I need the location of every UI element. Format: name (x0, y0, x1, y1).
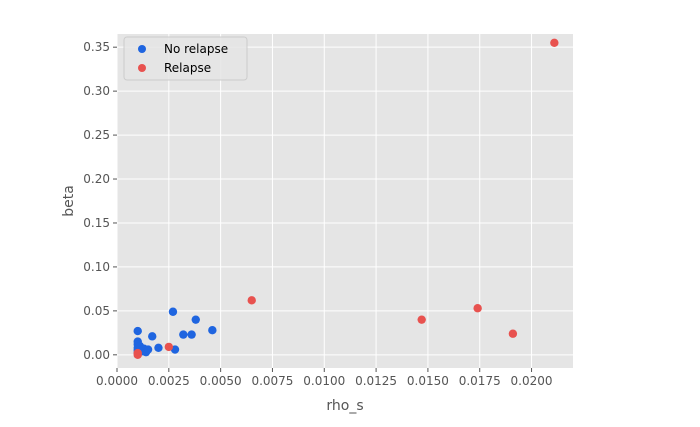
x-tick-label: 0.0000 (96, 374, 138, 388)
x-tick-label: 0.0150 (407, 374, 449, 388)
data-point (133, 326, 142, 336)
data-point (550, 38, 559, 47)
x-axis-label: rho_s (326, 398, 363, 414)
data-point (133, 348, 142, 358)
x-tick-label: 0.0025 (148, 374, 190, 388)
x-tick-label: 0.0175 (459, 374, 501, 388)
data-point (508, 329, 518, 338)
plot-area (117, 34, 573, 368)
y-tick-label: 0.15 (83, 216, 110, 230)
data-point (191, 315, 200, 324)
y-axis-label: beta (61, 185, 77, 217)
y-tick-label: 0.20 (83, 172, 110, 186)
axis-ticks: 0.0000 0.0025 0.0050 0.0075 0.0100 0.0125 0.01… (83, 40, 552, 388)
legend: No relapse Relapse (123, 36, 248, 81)
legend-label-no-relapse: No relapse (164, 42, 228, 56)
x-tick-label: 0.0075 (251, 374, 293, 388)
y-tick-label: 0.30 (83, 84, 110, 98)
data-point (179, 330, 188, 339)
x-tick-label: 0.0050 (200, 374, 242, 388)
data-point (417, 315, 426, 324)
data-point (168, 307, 178, 316)
data-point (247, 296, 256, 305)
series-relapse (133, 38, 559, 360)
grid-lines (116, 34, 573, 368)
legend-marker-relapse (138, 64, 146, 72)
legend-box (123, 36, 248, 81)
data-point (164, 342, 174, 352)
data-point (143, 345, 153, 354)
y-tick-label: 0.35 (83, 40, 110, 54)
y-tick-label: 0.00 (83, 348, 110, 362)
y-tick-label: 0.05 (83, 304, 110, 318)
data-points (133, 38, 559, 360)
data-point (473, 304, 482, 313)
x-tick-label: 0.0200 (511, 374, 553, 388)
x-tick-label: 0.0100 (303, 374, 345, 388)
x-tick-label: 0.0125 (355, 374, 397, 388)
y-tick-label: 0.10 (83, 260, 110, 274)
legend-label-relapse: Relapse (164, 61, 211, 75)
data-point (148, 332, 157, 341)
data-point (154, 343, 163, 352)
legend-marker-no-relapse (138, 45, 146, 53)
data-point (187, 330, 196, 339)
data-point (208, 326, 217, 335)
y-tick-label: 0.25 (83, 128, 110, 142)
